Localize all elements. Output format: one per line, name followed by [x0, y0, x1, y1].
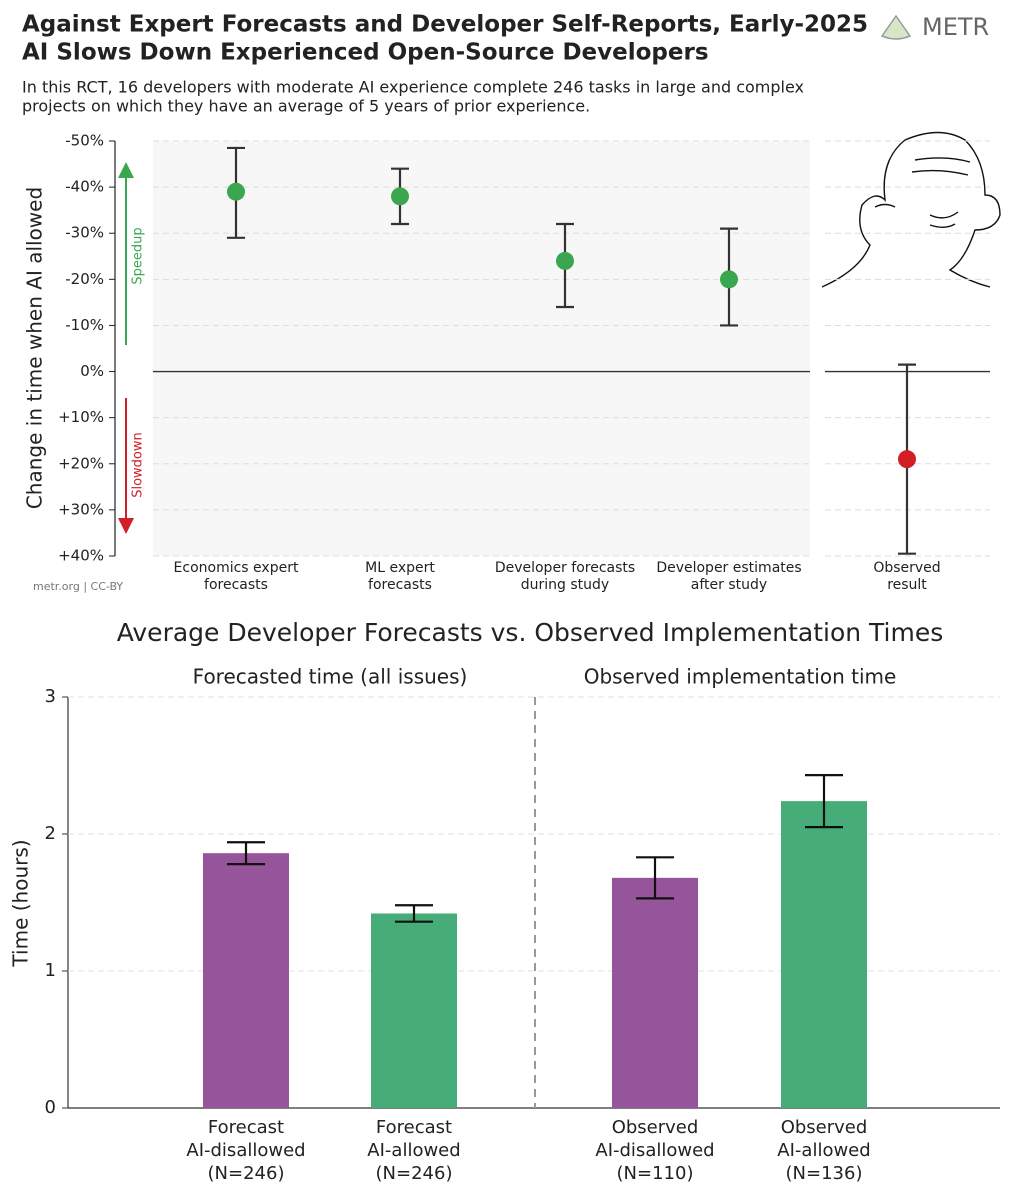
point: [391, 187, 409, 206]
x-tick-label: Forecast: [376, 1117, 452, 1138]
x-tick-label: result: [887, 577, 927, 593]
subtitle-line: In this RCT, 16 developers with moderate…: [22, 78, 804, 97]
point: [720, 270, 738, 289]
x-tick-label: forecasts: [204, 577, 268, 593]
x-tick-label: Economics expert: [174, 560, 299, 576]
point: [898, 450, 916, 469]
point: [556, 251, 574, 270]
x-tick-label: AI-disallowed: [595, 1140, 714, 1161]
x-tick-label: Observed: [612, 1117, 699, 1138]
x-tick-label: Observed: [781, 1117, 868, 1138]
y-tick-label: +10%: [58, 408, 104, 426]
y-tick-label: -30%: [65, 224, 104, 242]
face-wrinkles: [911, 157, 971, 176]
y-axis-label: Time (hours): [9, 839, 33, 967]
plot-background: [153, 141, 810, 556]
x-tick-label: AI-allowed: [777, 1140, 870, 1161]
speedup-label: Speedup: [131, 227, 146, 284]
error-bar: [636, 856, 674, 900]
x-tick-label: Forecast: [208, 1117, 284, 1138]
group-label: Observed implementation time: [584, 665, 897, 689]
bar: [781, 801, 867, 1108]
bar: [371, 913, 457, 1108]
bar: [203, 853, 289, 1108]
title-line: AI Slows Down Experienced Open-Source De…: [22, 40, 709, 66]
group-label: Forecasted time (all issues): [193, 665, 468, 689]
x-tick-label: Developer forecasts: [495, 560, 635, 576]
logo-icon: [880, 14, 912, 40]
error-bar: [395, 904, 433, 923]
y-tick-label: +40%: [58, 547, 104, 565]
y-tick-label: +30%: [58, 500, 104, 518]
logo-text: METR: [922, 13, 989, 41]
logo: METR: [880, 13, 989, 41]
x-tick-label: forecasts: [368, 577, 432, 593]
y-tick-label: 3: [45, 686, 56, 707]
cartoon-face: [821, 131, 1001, 288]
x-tick-label: (N=136): [786, 1163, 863, 1184]
x-tick-label: after study: [691, 577, 767, 593]
title-line: Against Expert Forecasts and Developer S…: [22, 12, 868, 38]
face-outline: [821, 131, 1001, 288]
y-tick-label: 0%: [80, 362, 104, 380]
face-features: [874, 203, 959, 228]
error-bar: [227, 841, 265, 866]
x-tick-label: (N=246): [208, 1163, 285, 1184]
y-tick-label: -10%: [65, 316, 104, 334]
y-axis-label: Change in time when AI allowed: [23, 187, 47, 509]
x-tick-label: (N=110): [617, 1163, 694, 1184]
x-tick-label: Developer estimates: [656, 560, 801, 576]
x-tick-label: Observed: [873, 560, 940, 576]
y-tick-label: 0: [45, 1097, 56, 1118]
y-tick-label: +20%: [58, 454, 104, 472]
y-tick-label: -50%: [65, 132, 104, 150]
y-tick-label: 1: [45, 960, 56, 981]
x-tick-label: ML expert: [365, 560, 435, 576]
slowdown-label: Slowdown: [131, 432, 146, 498]
x-tick-label: AI-allowed: [367, 1140, 460, 1161]
point: [227, 182, 245, 201]
y-tick-label: -40%: [65, 178, 104, 196]
x-tick-label: AI-disallowed: [186, 1140, 305, 1161]
x-tick-label: (N=246): [376, 1163, 453, 1184]
y-tick-label: -20%: [65, 270, 104, 288]
y-tick-label: 2: [45, 823, 56, 844]
x-tick-label: during study: [521, 577, 609, 593]
subtitle-line: projects on which they have an average o…: [22, 97, 590, 116]
title: Average Developer Forecasts vs. Observed…: [117, 618, 944, 647]
footer: metr.org | CC-BY: [33, 580, 123, 593]
bar: [612, 877, 698, 1108]
error-bar: [805, 773, 843, 829]
